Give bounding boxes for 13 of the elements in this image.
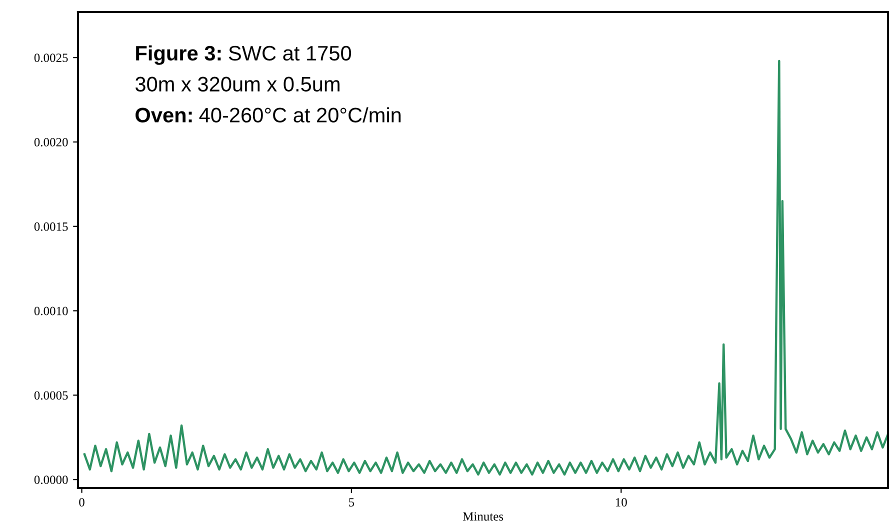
y-tick-label: 0.0000: [34, 476, 68, 484]
x-tick-label: 5: [349, 498, 354, 507]
x-tick-label: 10: [616, 498, 627, 507]
y-tick-label: 0.0015: [34, 222, 68, 231]
annotation: Oven: 40-260°C at 20°C/min: [136, 107, 401, 123]
y-tick-label: 0.0005: [34, 391, 68, 400]
x-axis-title: Minutes: [462, 512, 504, 521]
y-tick-label: 0.0020: [34, 138, 68, 146]
y-tick-label: 0.0025: [34, 54, 68, 62]
annotation: 30m x 320um x 0.5um: [136, 76, 340, 92]
x-tick-label: 0: [79, 498, 84, 507]
y-tick-label: 0.0010: [34, 306, 68, 316]
annotation: Figure 3: SWC at 1750: [136, 45, 352, 65]
